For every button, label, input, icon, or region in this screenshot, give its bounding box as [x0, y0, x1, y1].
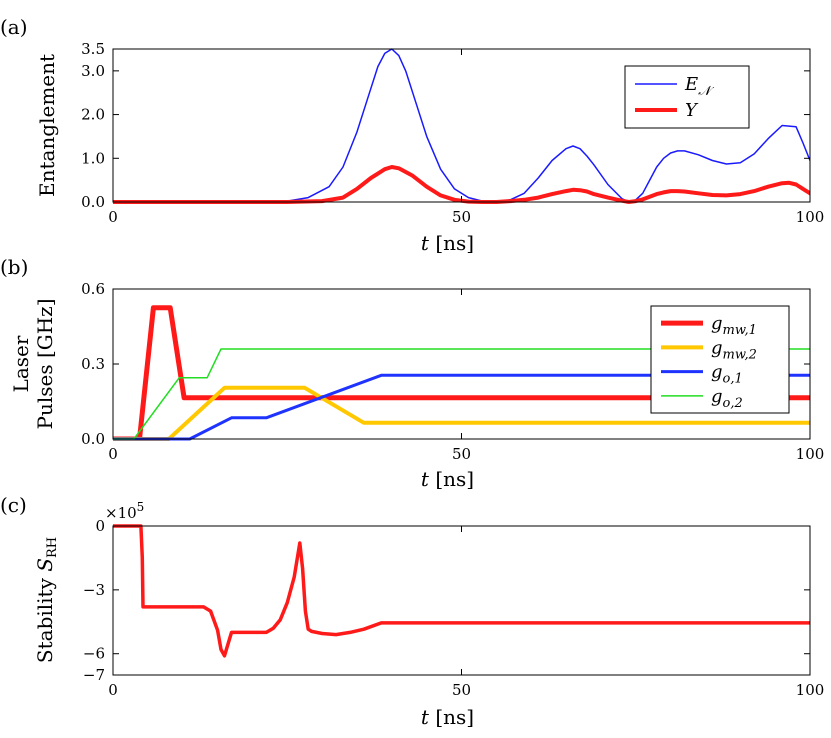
legend-entry-main-a-0: E: [684, 74, 698, 95]
y-axis-label-b-line-1: Pulses [GHz]: [33, 298, 57, 429]
y-tick-label-a-2: 2.0: [81, 106, 105, 124]
x-axis-label-a: t [ns]: [421, 231, 474, 255]
series-line-c-srh: [113, 524, 810, 658]
x-tick-label-c-2: 100: [796, 681, 825, 699]
x-tick-label-b-2: 100: [796, 445, 825, 463]
y-axis-label-c: Stability SRH: [33, 537, 60, 663]
x-axis-label-var-b: t: [421, 467, 430, 491]
x-tick-label-c-1: 50: [452, 681, 471, 699]
legend-entry-a-1: Υ: [685, 100, 699, 121]
plot-frame-c: [112, 525, 811, 676]
legend-entry-sub-b-2: o,1: [723, 372, 743, 387]
legend-entry-sub-b-1: mw,2: [723, 347, 757, 362]
panel-b: (b) 0 50 100 0.0 0.3 0.6 t [ns] Laser Pulses [GHz…: [0, 255, 824, 491]
series-group-a: [113, 48, 810, 204]
legend-entry-b-0: gmw,1: [711, 313, 757, 338]
x-axis-label-var-a: t: [421, 231, 430, 255]
panel-label-a: (a): [0, 15, 28, 39]
panel-c: (c) 0 50 100 0 −3 −6 −7 t [ns] Stability SRH ×105: [0, 493, 824, 729]
legend-entry-sub-b-0: mw,1: [723, 323, 757, 338]
y-tick-label-a-0: 0.0: [81, 193, 105, 211]
legend-entry-b-3: go,2: [711, 386, 743, 411]
panel-label-b: (b): [0, 255, 28, 279]
y-axis-label-var-c: S: [33, 558, 57, 572]
y-tick-label-c-3: −7: [83, 666, 105, 684]
legend-entry-b-1: gmw,2: [711, 337, 757, 362]
y-axis-label-sub-c: RH: [45, 537, 60, 558]
x-tick-label-c-0: 0: [108, 681, 118, 699]
x-tick-label-a-0: 0: [108, 208, 118, 226]
legend-entry-b-2: go,1: [711, 362, 743, 387]
panel-a: (a) 0 50 100 0.0 1.0 2.0 3.0 3.5 t [ns] Entangleme…: [0, 15, 824, 255]
y-axis-label-main-c: Stability: [33, 572, 57, 663]
x-axis-label-unit-b: [ns]: [429, 467, 474, 491]
y-tick-label-c-0: 0: [95, 517, 105, 535]
x-tick-label-a-2: 100: [796, 208, 825, 226]
x-axis-label-unit-c: [ns]: [429, 705, 474, 729]
y-multiplier-exp-c: 5: [137, 500, 145, 514]
y-axis-label-b-line-0: Laser: [9, 335, 33, 392]
legend-a: E𝒩Υ: [624, 65, 750, 129]
x-tick-label-b-0: 0: [108, 445, 118, 463]
legend-entry-main-b-0: g: [711, 313, 723, 334]
y-tick-label-b-1: 0.3: [81, 355, 105, 373]
legend-entry-sub-b-3: o,2: [723, 396, 743, 411]
x-axis-label-c: t [ns]: [421, 705, 474, 729]
legend-entry-main-b-2: g: [711, 362, 723, 383]
y-multiplier-base-c: ×10: [105, 504, 137, 522]
y-tick-label-c-1: −3: [83, 581, 105, 599]
y-tick-label-a-3: 3.0: [81, 62, 105, 80]
x-tick-label-a-1: 50: [452, 208, 471, 226]
legend-entry-main-b-1: g: [711, 337, 723, 358]
x-axis-label-var-c: t: [421, 705, 430, 729]
legend-box-a: [624, 65, 750, 129]
legend-entry-main-a-1: Υ: [685, 100, 699, 121]
y-tick-label-b-2: 0.6: [81, 280, 105, 298]
series-line-a-upsilon: [113, 165, 810, 204]
y-tick-label-a-4: 3.5: [81, 40, 105, 58]
series-line-a-en: [113, 48, 810, 203]
x-axis-label-unit-a: [ns]: [429, 231, 474, 255]
y-tick-label-a-1: 1.0: [81, 149, 105, 167]
series-group-c: [113, 524, 810, 658]
legend-entry-main-b-3: g: [711, 386, 723, 407]
y-axis-label-a: Entanglement: [35, 54, 59, 197]
y-tick-label-b-0: 0.0: [81, 430, 105, 448]
y-tick-label-c-2: −6: [83, 645, 105, 663]
panel-label-c: (c): [0, 493, 27, 517]
y-multiplier-c: ×105: [105, 500, 144, 522]
series-line-b-gmw1: [113, 305, 810, 441]
x-tick-label-b-1: 50: [452, 445, 471, 463]
x-axis-label-b: t [ns]: [421, 467, 474, 491]
